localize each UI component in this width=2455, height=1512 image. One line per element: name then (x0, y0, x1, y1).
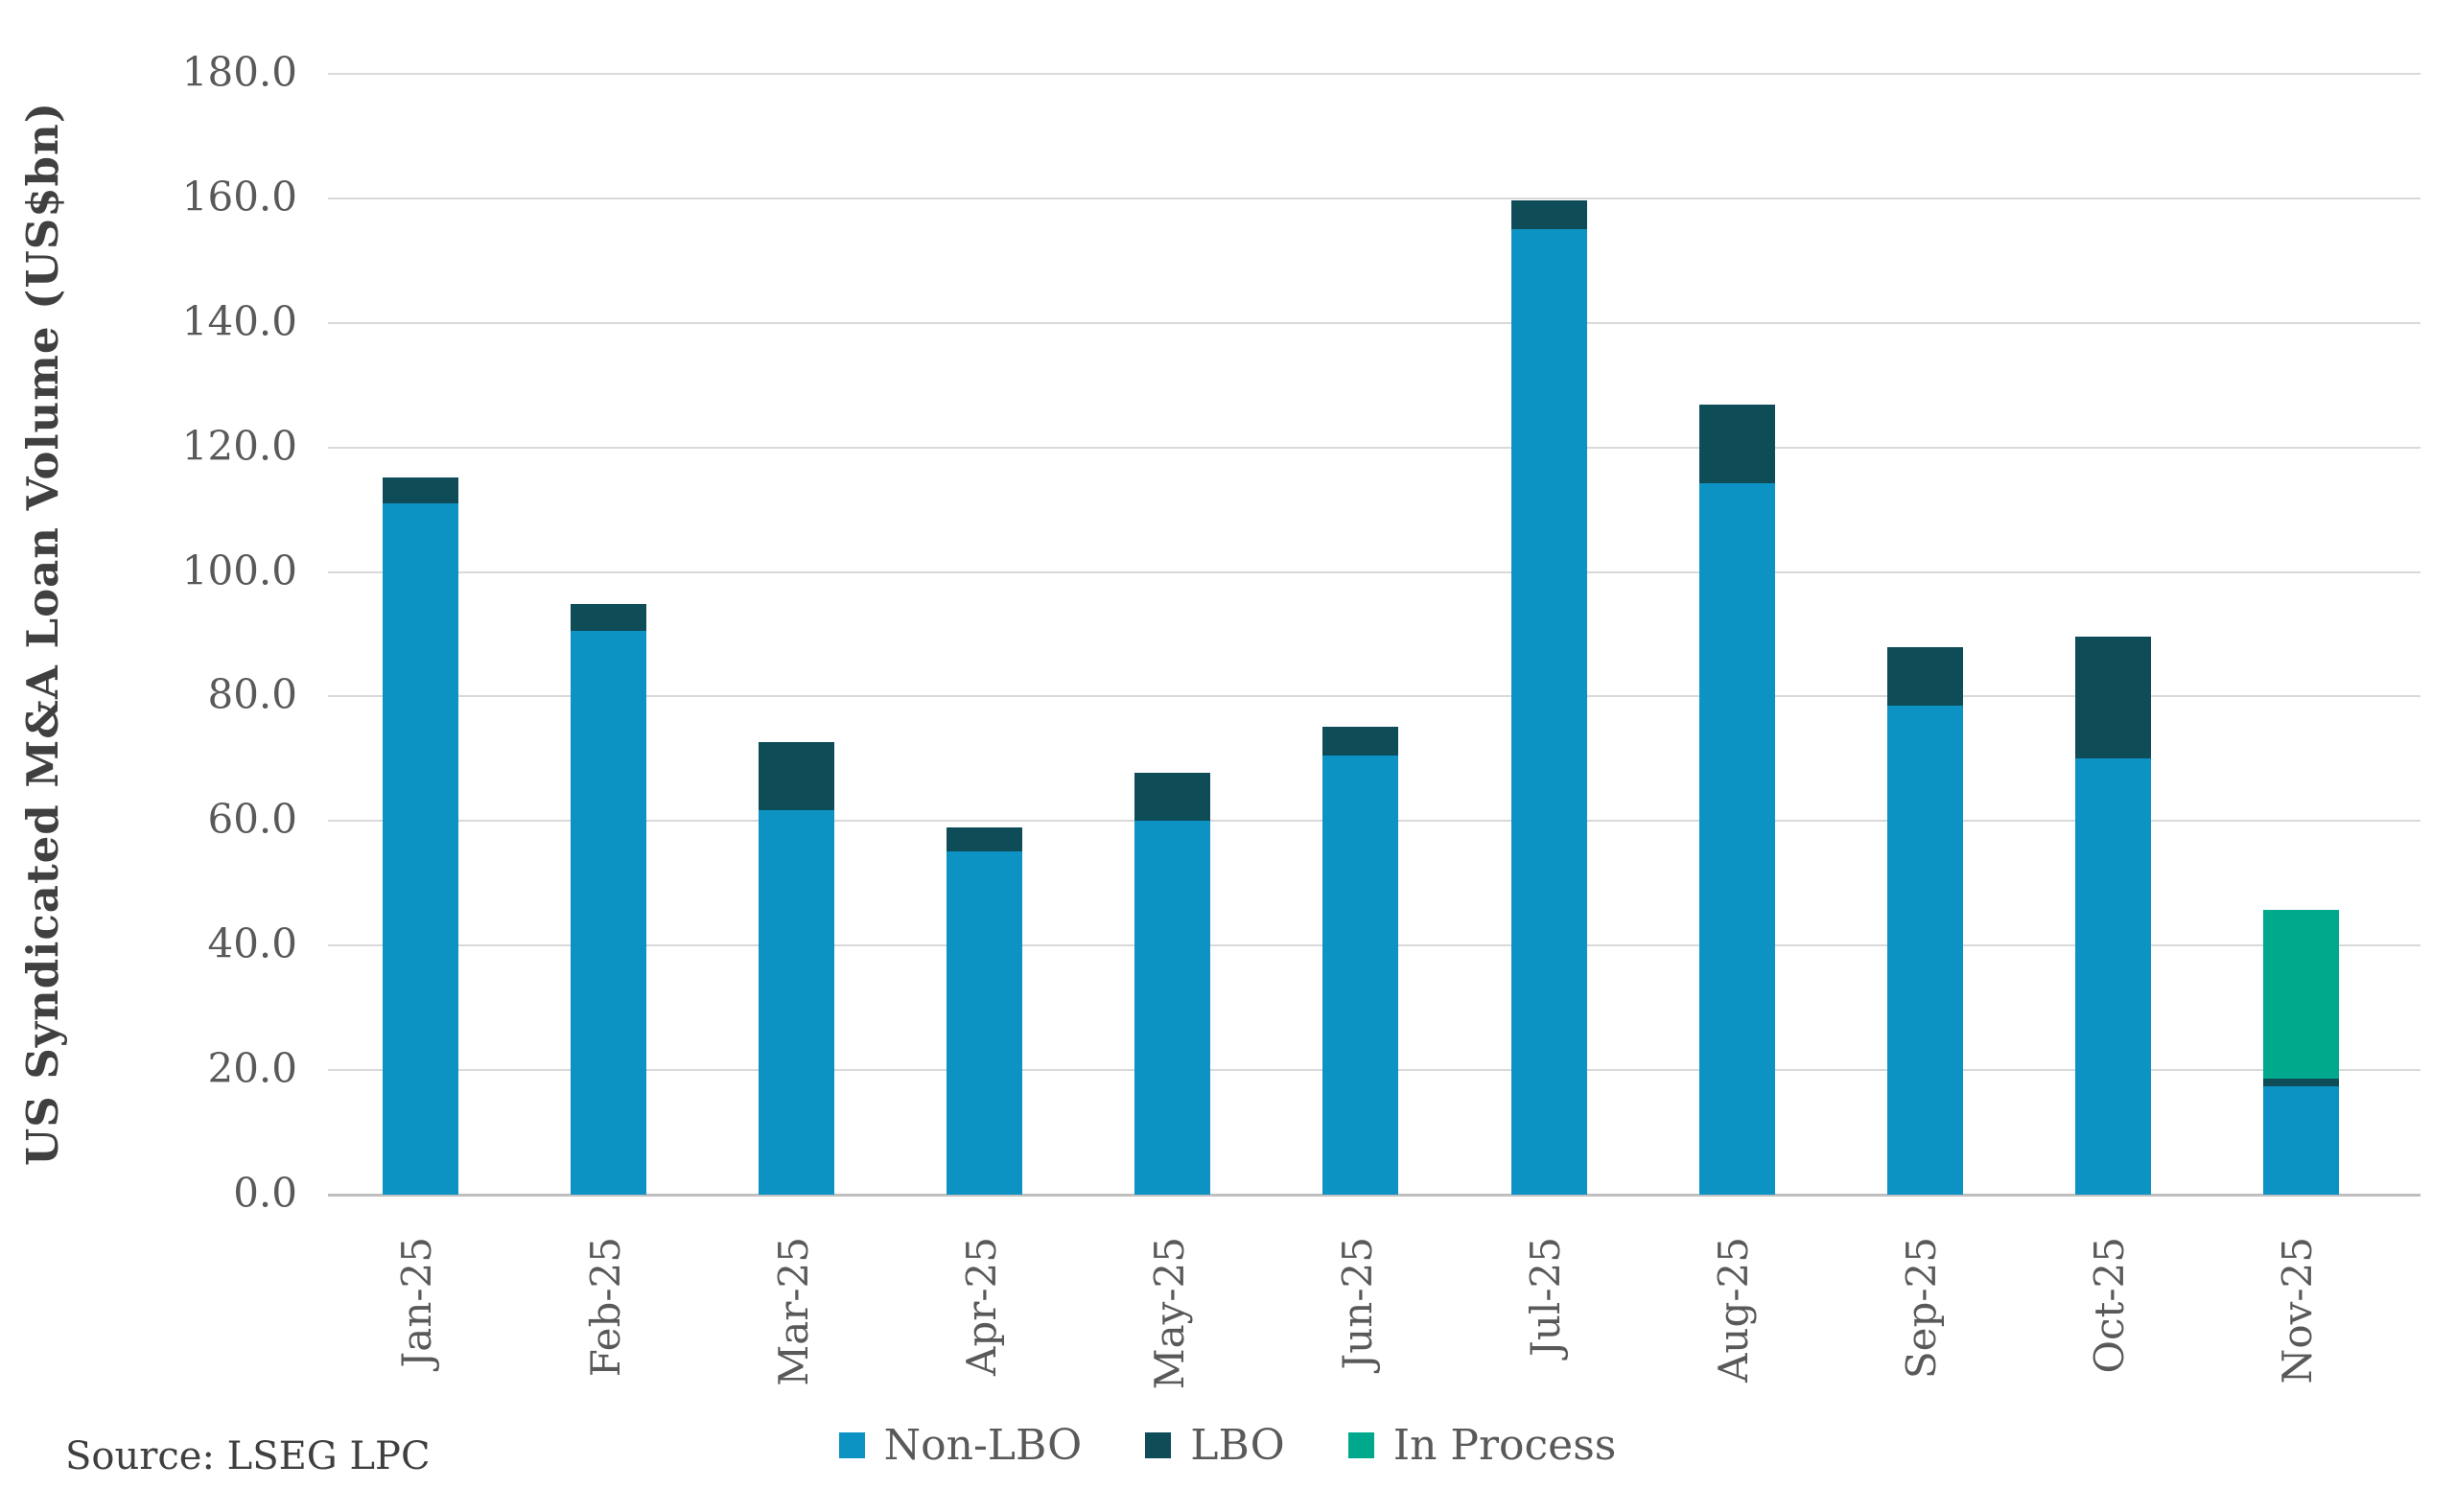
bar-segment-lbo-aug-25 (1698, 404, 1775, 484)
gridline (328, 197, 2420, 199)
bar-stack-nov-25 (2262, 910, 2339, 1195)
bar-segment-lbo-feb-25 (571, 604, 646, 632)
bar-segment-lbo-mar-25 (759, 741, 835, 810)
x-axis-label-nov-25: Nov-25 (2274, 1237, 2322, 1384)
bar-segment-lbo-jan-25 (382, 477, 458, 504)
legend-item-lbo: LBO (1145, 1421, 1285, 1470)
y-axis-tick-label: 0.0 (233, 1169, 297, 1217)
x-axis-label-sep-25: Sep-25 (1898, 1237, 1946, 1380)
gridline (328, 446, 2420, 449)
plot-area (328, 73, 2420, 1197)
x-axis-label-aug-25: Aug-25 (1710, 1237, 1758, 1383)
bar-stack-mar-25 (759, 741, 835, 1195)
bar-segment-non-lbo-jul-25 (1510, 229, 1587, 1195)
bar-segment-lbo-jun-25 (1322, 726, 1399, 756)
bar-stack-sep-25 (1886, 646, 1963, 1195)
y-axis-tick-label: 100.0 (181, 547, 297, 594)
bar-segment-non-lbo-aug-25 (1698, 483, 1775, 1195)
bar-segment-non-lbo-nov-25 (2262, 1086, 2339, 1195)
x-axis-label-jul-25: Jul-25 (1522, 1237, 1569, 1357)
bar-segment-lbo-may-25 (1134, 772, 1211, 822)
source-note: Source: LSEG LPC (65, 1434, 431, 1478)
gridline (328, 321, 2420, 324)
bar-segment-in-process-nov-25 (2262, 910, 2339, 1080)
y-axis-tick-label: 180.0 (181, 48, 297, 96)
bar-segment-lbo-jul-25 (1510, 199, 1587, 230)
legend-label: Non-LBO (883, 1421, 1083, 1470)
legend-marker-in-process-icon (1347, 1432, 1374, 1458)
legend-label: LBO (1190, 1421, 1285, 1470)
y-axis-tick-label: 40.0 (207, 919, 297, 967)
legend-marker-non-lbo-icon (838, 1432, 865, 1458)
y-axis-tick-label: 60.0 (207, 795, 297, 843)
bar-stack-aug-25 (1698, 404, 1775, 1195)
y-axis-tick-label: 80.0 (207, 670, 297, 718)
y-axis-tick-label: 120.0 (181, 422, 297, 470)
y-axis-tick-label: 20.0 (207, 1044, 297, 1092)
x-axis-label-oct-25: Oct-25 (2086, 1237, 2134, 1374)
x-axis-label-jan-25: Jan-25 (393, 1237, 441, 1368)
x-axis-line (328, 1194, 2420, 1197)
bar-segment-non-lbo-sep-25 (1886, 706, 1963, 1195)
x-axis-label-apr-25: Apr-25 (957, 1237, 1005, 1376)
bar-stack-apr-25 (947, 826, 1023, 1195)
legend-label: In Process (1392, 1421, 1617, 1470)
bar-stack-may-25 (1134, 772, 1211, 1195)
bar-segment-non-lbo-feb-25 (571, 631, 646, 1195)
bar-segment-non-lbo-apr-25 (947, 851, 1023, 1195)
x-axis-label-may-25: May-25 (1145, 1237, 1193, 1390)
bar-segment-non-lbo-jun-25 (1322, 755, 1399, 1195)
bar-stack-oct-25 (2074, 637, 2151, 1195)
y-axis-tick-label: 160.0 (181, 173, 297, 221)
bar-segment-non-lbo-mar-25 (759, 809, 835, 1195)
y-axis-title: US Syndicated M&A Loan Volume (US$bn) (17, 102, 68, 1167)
bar-stack-feb-25 (571, 604, 646, 1195)
legend-item-in-process: In Process (1347, 1421, 1617, 1470)
bar-segment-non-lbo-jan-25 (382, 503, 458, 1195)
gridline (328, 695, 2420, 698)
x-axis-label-mar-25: Mar-25 (769, 1237, 817, 1386)
bar-segment-lbo-oct-25 (2074, 637, 2151, 759)
legend-item-non-lbo: Non-LBO (838, 1421, 1083, 1470)
bar-segment-lbo-sep-25 (1886, 646, 1963, 707)
bar-segment-lbo-apr-25 (947, 826, 1023, 852)
x-axis-label-feb-25: Feb-25 (581, 1237, 629, 1378)
gridline (328, 73, 2420, 75)
y-axis-tick-label: 140.0 (181, 297, 297, 345)
bar-stack-jun-25 (1322, 726, 1399, 1195)
bar-stack-jan-25 (382, 477, 458, 1195)
bar-stack-jul-25 (1510, 199, 1587, 1195)
bar-segment-non-lbo-may-25 (1134, 821, 1211, 1195)
gridline (328, 570, 2420, 573)
legend-marker-lbo-icon (1145, 1432, 1172, 1458)
legend: Non-LBO LBO In Process (0, 1421, 2455, 1470)
bar-segment-lbo-nov-25 (2262, 1079, 2339, 1086)
x-axis-label-jun-25: Jun-25 (1333, 1237, 1381, 1370)
bar-segment-non-lbo-oct-25 (2074, 758, 2151, 1195)
